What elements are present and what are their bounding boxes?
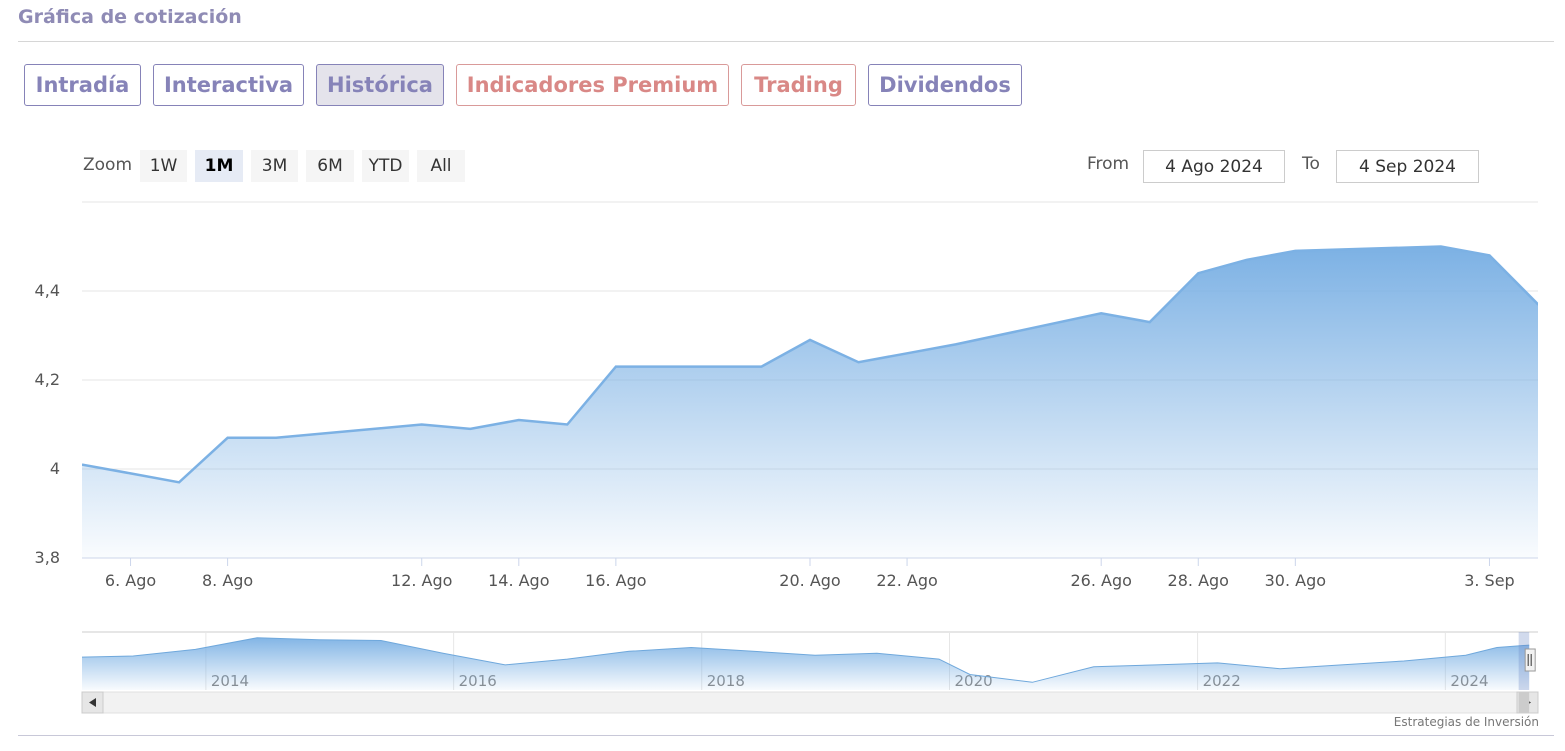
x-tick-label: 20. Ago [779, 571, 840, 590]
tab-dividendos[interactable]: Dividendos [868, 64, 1022, 106]
x-tick-label: 28. Ago [1168, 571, 1229, 590]
y-tick-label: 4 [50, 459, 60, 478]
range-from-input[interactable]: 4 Ago 2024 [1143, 150, 1285, 183]
y-tick-label: 4,4 [35, 281, 60, 300]
navigator-line [81, 637, 1530, 683]
tab-trading[interactable]: Trading [741, 64, 856, 106]
title-divider [18, 41, 1554, 42]
navigator-selection [1518, 632, 1530, 690]
range-to-input[interactable]: 4 Sep 2024 [1336, 150, 1479, 183]
navigator[interactable]: 201420162018202020222024 [81, 631, 1539, 714]
zoom-ytd-button[interactable]: YTD [362, 150, 409, 182]
y-tick-label: 4,2 [35, 370, 60, 389]
series-area [82, 246, 1538, 558]
tab-intradia[interactable]: Intradía [24, 64, 141, 106]
range-from-label: From [1087, 154, 1130, 174]
tab-historica[interactable]: Histórica [316, 64, 444, 106]
y-tick-label: 3,8 [35, 548, 60, 567]
tab-interactiva[interactable]: Interactiva [153, 64, 304, 106]
credits-label: Estrategias de Inversión [1393, 715, 1539, 729]
tab-indicadores-premium[interactable]: Indicadores Premium [456, 64, 729, 106]
x-tick-label: 8. Ago [202, 571, 253, 590]
series-line [82, 245, 1538, 484]
bottom-divider [18, 735, 1554, 736]
x-tick-label: 3. Sep [1464, 571, 1515, 590]
x-tick-label: 30. Ago [1265, 571, 1326, 590]
zoom-3m-button[interactable]: 3M [251, 150, 298, 182]
zoom-label: Zoom [83, 155, 133, 175]
axis-layer: 3,8 4 4,2 4,4 6. Ago 8. Ago 12. Ago 14. Ago 16. … [35, 281, 1538, 590]
navigator-handle[interactable] [1524, 648, 1536, 672]
area-layer [82, 245, 1538, 558]
x-tick-label: 6. Ago [105, 571, 156, 590]
zoom-all-button[interactable]: All [417, 150, 465, 182]
zoom-1w-button[interactable]: 1W [140, 150, 187, 182]
section-title: Gráfica de cotización [18, 6, 242, 28]
x-tick-label: 16. Ago [585, 571, 646, 590]
scrollbar-track[interactable] [81, 691, 1539, 714]
zoom-6m-button[interactable]: 6M [306, 150, 354, 182]
x-tick-label: 22. Ago [876, 571, 937, 590]
scrollbar-thumb[interactable] [1518, 692, 1530, 713]
navigator-area [82, 637, 1530, 690]
x-tick-label: 14. Ago [488, 571, 549, 590]
zoom-1m-button[interactable]: 1M [195, 150, 243, 182]
x-tick-label: 12. Ago [391, 571, 452, 590]
range-to-label: To [1302, 154, 1320, 174]
x-tick-label: 26. Ago [1070, 571, 1131, 590]
arrow-left-icon [89, 698, 96, 707]
